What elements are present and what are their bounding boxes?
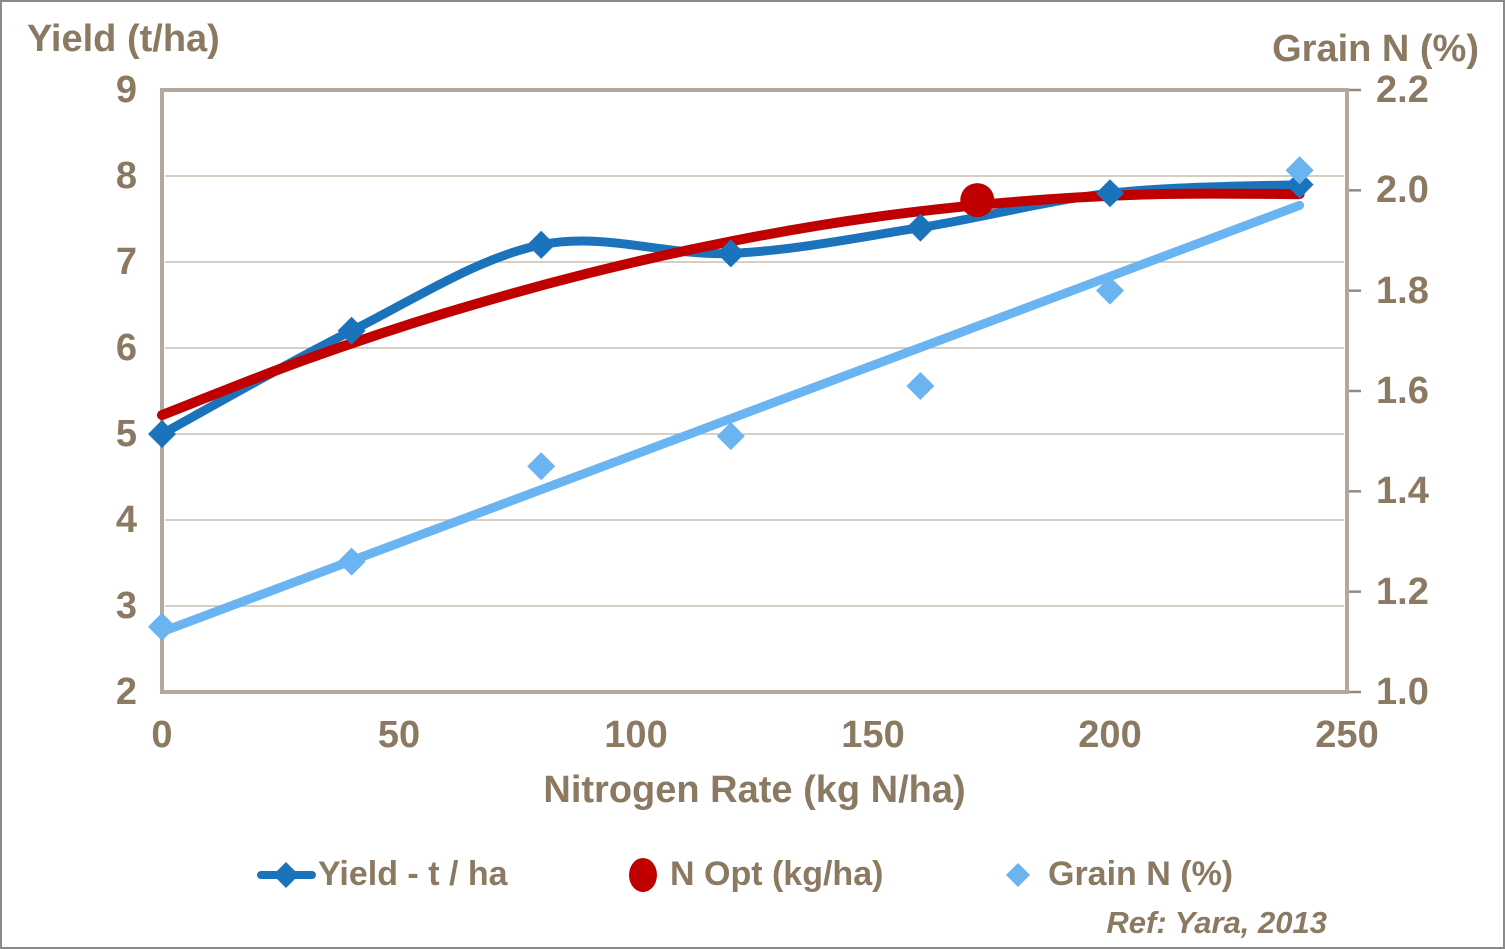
grain-marker xyxy=(716,422,745,451)
x-axis-tick-label: 0 xyxy=(151,714,173,756)
grain-marker xyxy=(1285,156,1314,185)
x-axis-tick-label: 250 xyxy=(1315,714,1379,756)
legend-markers xyxy=(257,858,1030,892)
left-axis-tick-label: 8 xyxy=(115,155,137,197)
right-axis-tick-label: 1.6 xyxy=(1376,370,1429,412)
right-axis-title: Grain N (%) xyxy=(1272,28,1479,70)
grain-marker xyxy=(906,371,935,400)
grain-marker xyxy=(337,547,366,576)
right-axis-tick-label: 1.2 xyxy=(1376,570,1429,613)
legend-label-grain: Grain N (%) xyxy=(1048,855,1234,893)
legend-label-yield: Yield - t / ha xyxy=(318,855,508,893)
legend-label-nopt: N Opt (kg/ha) xyxy=(670,855,884,893)
grain-trendline xyxy=(157,200,1305,637)
reference-footnote: Ref: Yara, 2013 xyxy=(1106,905,1327,940)
x-axis-tick-label: 100 xyxy=(604,714,668,756)
x-axis-tick-label: 50 xyxy=(377,714,421,756)
x-axis-title: Nitrogen Rate (kg N/ha) xyxy=(543,769,966,811)
yield-marker xyxy=(906,213,935,242)
grain-marker xyxy=(1096,276,1124,305)
n-opt-point xyxy=(960,183,995,218)
left-axis-tick-label: 7 xyxy=(115,241,137,283)
yield-marker xyxy=(1285,170,1314,199)
yield-marker xyxy=(148,420,176,448)
grain-marker xyxy=(527,452,556,481)
left-axis-tick-label: 4 xyxy=(115,499,137,541)
yield-line xyxy=(157,180,1305,439)
x-axis-tick-label: 200 xyxy=(1078,714,1142,756)
yield-marker xyxy=(1096,179,1124,208)
left-axis-tick-label: 3 xyxy=(115,585,137,627)
left-axis-tick-label: 2 xyxy=(115,671,137,713)
legend-yield-line-marker xyxy=(257,862,316,888)
right-axis-tick-label: 1.8 xyxy=(1376,269,1429,312)
left-axis-tick-label: 6 xyxy=(115,327,137,369)
plot-border xyxy=(160,88,1349,694)
left-axis-tick-label: 5 xyxy=(115,413,137,455)
right-axis-tick-label: 2.2 xyxy=(1376,69,1429,111)
grain-marker xyxy=(148,612,176,641)
legend-grain-diamond-marker xyxy=(1006,863,1030,887)
left-axis-tick-label: 9 xyxy=(115,69,137,111)
yield-marker xyxy=(337,316,366,345)
left-axis-title: Yield (t/ha) xyxy=(27,18,220,60)
right-axis-tick-label: 1.4 xyxy=(1376,470,1429,513)
n-opt-curve xyxy=(157,188,1305,421)
x-axis-tick-label: 150 xyxy=(841,714,905,756)
legend-nopt-circle-marker xyxy=(629,858,657,892)
right-axis-tick-label: 2.0 xyxy=(1376,169,1429,212)
yield-marker xyxy=(716,239,745,268)
yield-marker xyxy=(527,230,556,259)
plot-border-inner xyxy=(164,92,1345,690)
right-axis-tick-label: 1.0 xyxy=(1376,671,1429,713)
